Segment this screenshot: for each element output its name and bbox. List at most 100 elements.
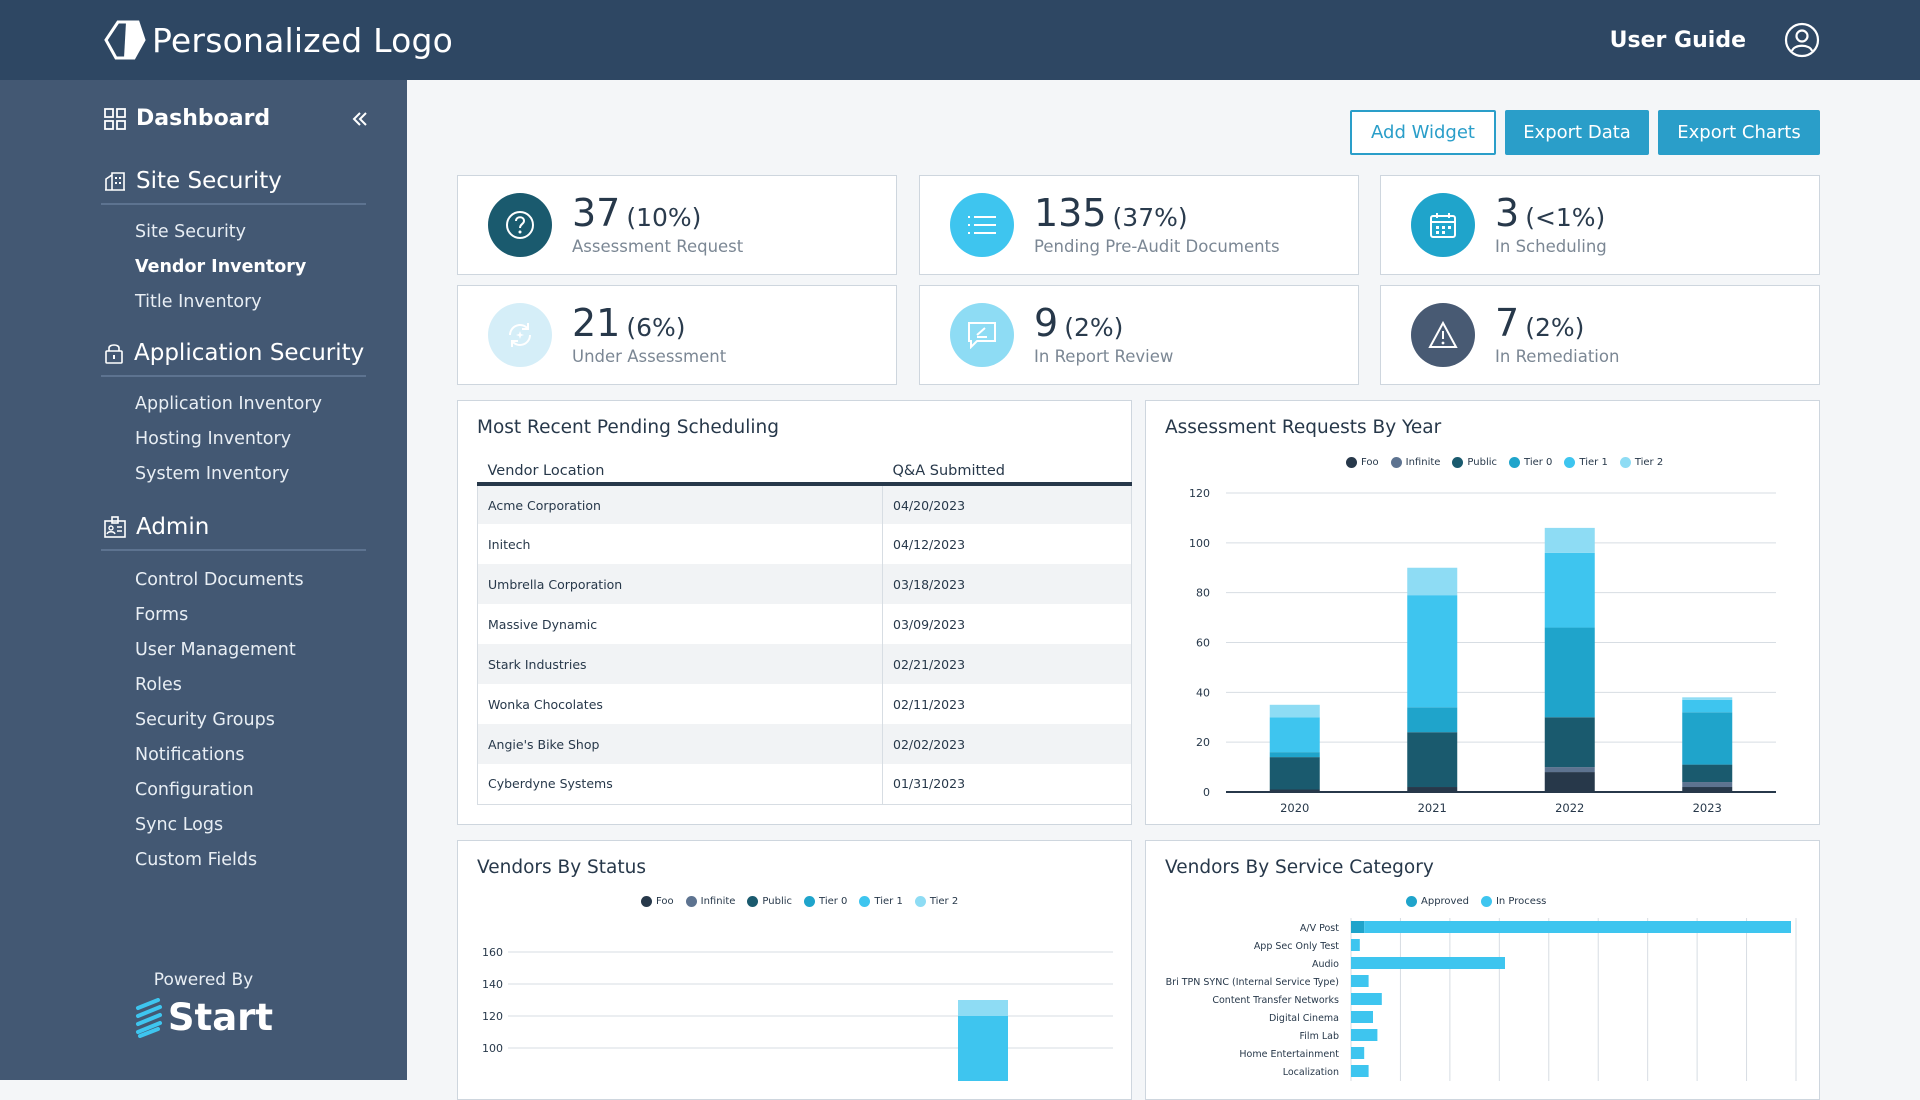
legend-item[interactable]: Foo: [641, 896, 674, 907]
stat-card-in-report-review[interactable]: 9 (2%) In Report Review: [919, 285, 1359, 385]
panel-title: Assessment Requests By Year: [1165, 417, 1442, 438]
bar-segment: [1407, 707, 1458, 733]
sidebar-item-control-documents[interactable]: Control Documents: [135, 570, 304, 590]
bar-segment: [1351, 975, 1369, 987]
bar-segment: [1544, 627, 1595, 718]
legend-item[interactable]: Infinite: [685, 896, 736, 907]
sidebar-item-forms[interactable]: Forms: [135, 605, 189, 625]
legend-swatch: [1480, 896, 1492, 907]
sidebar-item-title-inventory[interactable]: Title Inventory: [135, 292, 262, 312]
legend-swatch: [914, 896, 926, 907]
vendors-by-service-category-panel: Vendors By Service Category Approved In P…: [1145, 840, 1820, 1100]
x-tick-label: 2022: [1555, 801, 1584, 815]
stat-percent: (10%): [626, 203, 702, 232]
legend-item[interactable]: Public: [1452, 457, 1497, 468]
logo[interactable]: Personalized Logo: [104, 20, 453, 60]
sidebar-item-roles[interactable]: Roles: [135, 675, 182, 695]
comment-icon: [950, 303, 1014, 367]
table-row[interactable]: Cyberdyne Systems 01/31/2023: [477, 764, 1132, 805]
legend-label: Tier 2: [1634, 457, 1664, 468]
sidebar-item-application-inventory[interactable]: Application Inventory: [135, 394, 322, 414]
sidebar-item-hosting-inventory[interactable]: Hosting Inventory: [135, 429, 292, 449]
y-tick-label: App Sec Only Test: [1254, 941, 1339, 952]
bar-segment: [1351, 1065, 1369, 1077]
x-tick-label: 2021: [1418, 801, 1447, 815]
legend-swatch: [685, 896, 697, 907]
panel-title: Vendors By Service Category: [1165, 857, 1434, 878]
calendar-icon: [1411, 193, 1475, 257]
table-row[interactable]: Acme Corporation 04/20/2023: [477, 484, 1132, 524]
table-row[interactable]: Stark Industries 02/21/2023: [477, 644, 1132, 684]
add-widget-button[interactable]: Add Widget: [1350, 110, 1496, 155]
legend-swatch: [1406, 896, 1417, 907]
assessment-by-year-chart: 0 20 40 60 80 100 120 2020 2021 2022 2023: [1189, 487, 1776, 815]
stat-card-in-scheduling[interactable]: 3 (<1%) In Scheduling: [1380, 175, 1820, 275]
export-data-button[interactable]: Export Data: [1505, 110, 1649, 155]
sidebar-item-vendor-inventory[interactable]: Vendor Inventory: [135, 257, 307, 277]
powered-by: Powered By Start: [0, 970, 407, 1039]
assessment-by-year-panel: Assessment Requests By Year Foo Infinite P…: [1145, 400, 1820, 825]
legend-item[interactable]: Tier 2: [914, 896, 958, 907]
legend-swatch: [859, 896, 871, 907]
sidebar-section-admin: Admin Control Documents Forms User Manag…: [101, 514, 366, 878]
vendor-location-cell: Acme Corporation: [477, 484, 883, 524]
collapse-icon[interactable]: [351, 111, 369, 127]
table-row[interactable]: Umbrella Corporation 03/18/2023: [477, 564, 1132, 604]
table-row[interactable]: Angie's Bike Shop 02/02/2023: [477, 724, 1132, 764]
sidebar-section-title[interactable]: Application Security: [101, 340, 366, 377]
y-tick-label: 60: [1196, 637, 1210, 650]
qa-submitted-cell: 03/18/2023: [882, 564, 1132, 604]
bar-segment: [1351, 1029, 1378, 1041]
table-row[interactable]: Initech 04/12/2023: [477, 524, 1132, 564]
stat-card-in-remediation[interactable]: 7 (2%) In Remediation: [1380, 285, 1820, 385]
sidebar-section-title[interactable]: Site Security: [101, 168, 366, 205]
lock-icon: [105, 344, 123, 364]
panel-title: Most Recent Pending Scheduling: [477, 417, 779, 438]
vendors-by-status-chart: 160 140 120 100: [482, 946, 1113, 1081]
legend-label: Infinite: [1405, 457, 1441, 468]
sidebar-item-site-security[interactable]: Site Security: [135, 222, 247, 242]
bar-segment: [1269, 789, 1320, 792]
scheduling-table: Vendor Location Q&A Submitted Acme Corpo…: [477, 457, 1132, 805]
sidebar-item-system-inventory[interactable]: System Inventory: [135, 464, 290, 484]
sidebar-item-sync-logs[interactable]: Sync Logs: [135, 815, 224, 835]
sidebar-item-notifications[interactable]: Notifications: [135, 745, 245, 765]
legend-item[interactable]: Tier 2: [1619, 457, 1664, 468]
legend-item[interactable]: Tier 1: [1564, 457, 1608, 468]
sidebar-section-title[interactable]: Admin: [101, 514, 366, 551]
stat-card-under-assessment[interactable]: 21 (6%) Under Assessment: [457, 285, 897, 385]
legend-item[interactable]: Approved: [1406, 896, 1469, 907]
export-charts-button[interactable]: Export Charts: [1658, 110, 1820, 155]
legend-item[interactable]: Infinite: [1390, 457, 1441, 468]
column-header-qa-submitted[interactable]: Q&A Submitted: [882, 457, 1132, 486]
x-tick-label: 2020: [1280, 801, 1309, 815]
y-tick-label: 120: [1189, 487, 1210, 500]
qa-submitted-cell: 04/20/2023: [882, 484, 1132, 524]
column-header-vendor-location[interactable]: Vendor Location: [477, 457, 883, 486]
sidebar-item-security-groups[interactable]: Security Groups: [135, 710, 275, 730]
qa-submitted-cell: 04/12/2023: [882, 524, 1132, 564]
logo-icon: [104, 20, 146, 60]
stat-value: 135: [1034, 191, 1107, 235]
legend-item[interactable]: In Process: [1480, 896, 1546, 907]
bar-segment: [1682, 697, 1733, 700]
legend-label: Infinite: [700, 896, 736, 907]
legend-item[interactable]: Tier 0: [804, 896, 847, 907]
sidebar-item-user-management[interactable]: User Management: [135, 640, 296, 660]
table-row[interactable]: Massive Dynamic 03/09/2023: [477, 604, 1132, 644]
table-row[interactable]: Wonka Chocolates 02/11/2023: [477, 684, 1132, 724]
sidebar-section-site-security: Site Security Site Security Vendor Inven…: [101, 168, 366, 320]
legend-item[interactable]: Tier 1: [859, 896, 903, 907]
stat-card-pending-pre-audit[interactable]: 135 (37%) Pending Pre-Audit Documents: [919, 175, 1359, 275]
legend-item[interactable]: Tier 0: [1509, 457, 1552, 468]
bar-segment: [1364, 921, 1791, 933]
legend-item[interactable]: Foo: [1346, 457, 1379, 468]
sidebar-dashboard[interactable]: Dashboard: [104, 106, 369, 131]
user-icon[interactable]: [1784, 22, 1820, 58]
user-guide-link[interactable]: User Guide: [1609, 27, 1746, 53]
sidebar-item-custom-fields[interactable]: Custom Fields: [135, 850, 258, 870]
sidebar-item-configuration[interactable]: Configuration: [135, 780, 254, 800]
bar-segment: [1407, 567, 1458, 596]
stat-card-assessment-request[interactable]: 37 (10%) Assessment Request: [457, 175, 897, 275]
legend-item[interactable]: Public: [747, 896, 792, 907]
